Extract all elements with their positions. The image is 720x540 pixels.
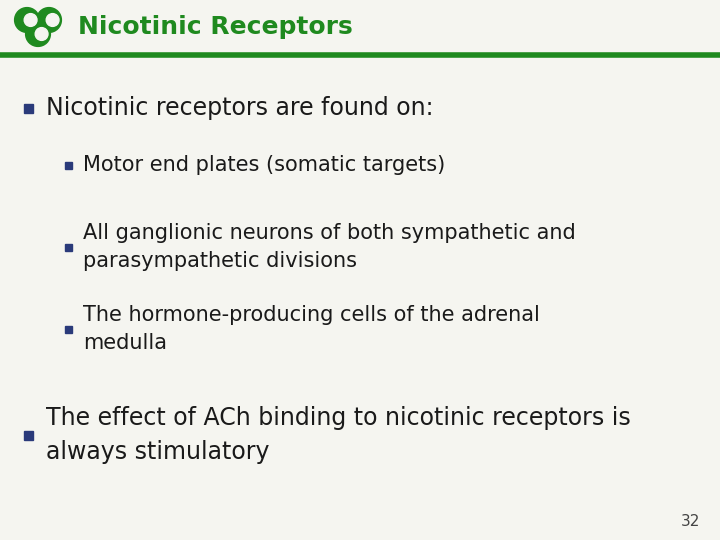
Circle shape bbox=[35, 28, 48, 40]
Text: Nicotinic receptors are found on:: Nicotinic receptors are found on: bbox=[46, 96, 433, 120]
FancyBboxPatch shape bbox=[65, 326, 71, 333]
Circle shape bbox=[14, 8, 40, 32]
Text: 32: 32 bbox=[680, 515, 700, 530]
FancyBboxPatch shape bbox=[24, 430, 32, 440]
Text: The hormone-producing cells of the adrenal
medulla: The hormone-producing cells of the adren… bbox=[83, 305, 540, 353]
Circle shape bbox=[46, 14, 59, 26]
FancyBboxPatch shape bbox=[65, 161, 71, 168]
FancyBboxPatch shape bbox=[24, 104, 32, 112]
Circle shape bbox=[24, 14, 37, 26]
FancyBboxPatch shape bbox=[0, 0, 720, 55]
Text: Motor end plates (somatic targets): Motor end plates (somatic targets) bbox=[83, 155, 445, 175]
Circle shape bbox=[37, 8, 61, 32]
Circle shape bbox=[26, 22, 50, 46]
Text: Nicotinic Receptors: Nicotinic Receptors bbox=[78, 15, 353, 39]
Text: The effect of ACh binding to nicotinic receptors is
always stimulatory: The effect of ACh binding to nicotinic r… bbox=[46, 406, 631, 464]
FancyBboxPatch shape bbox=[65, 244, 71, 251]
Text: All ganglionic neurons of both sympathetic and
parasympathetic divisions: All ganglionic neurons of both sympathet… bbox=[83, 222, 576, 272]
